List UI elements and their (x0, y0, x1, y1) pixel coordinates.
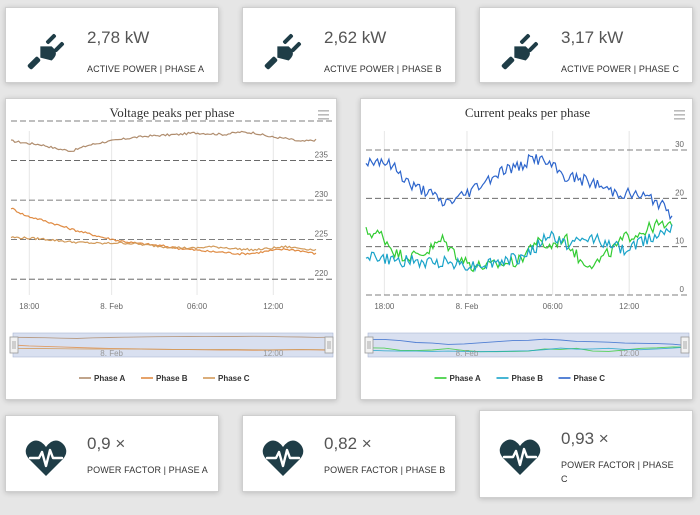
heart-pulse-icon (499, 439, 541, 475)
power-factor-value: 0,93 × (561, 429, 609, 448)
power-factor-card-phase-b: 0,82 × POWER FACTOR | PHASE B (242, 415, 456, 492)
y-tick-label: 0 (680, 285, 685, 294)
navigator-series-line (367, 346, 690, 353)
legend-label: Phase C (574, 374, 606, 383)
y-tick-label: 230 (315, 190, 329, 199)
x-tick-label: 06:00 (187, 302, 208, 311)
legend-item-phase-b[interactable]: Phase B (141, 374, 188, 383)
range-navigator[interactable]: 8. Feb 12:00 (364, 332, 690, 358)
y-tick-label: 20 (675, 188, 684, 197)
series-line-phase-c (365, 153, 673, 221)
y-tick-label: 220 (315, 269, 329, 278)
x-tick-label: 12:00 (619, 302, 640, 311)
voltage-chart: Voltage peaks per phase 220 225 230 235 18:00… (9, 105, 334, 383)
chart-title: Voltage peaks per phase (109, 105, 234, 120)
kpi-label: ACTIVE POWER | PHASE A (87, 64, 205, 74)
x-tick-label: 8. Feb (456, 302, 479, 311)
plug-icon (264, 33, 302, 70)
x-tick-label: 12:00 (263, 302, 284, 311)
series-line-phase-a (10, 130, 317, 153)
power-factor-card-phase-a: 0,9 × POWER FACTOR | PHASE A (5, 415, 219, 492)
chart-title: Current peaks per phase (465, 105, 590, 120)
navigator-series-line (12, 347, 334, 351)
current-chart: Current peaks per phase 0 10 20 30 18:00 8. Fe… (364, 105, 690, 383)
menu-bar-2 (318, 118, 329, 120)
x-tick-label: 8. Feb (100, 302, 123, 311)
navigator-label: 12:00 (619, 349, 640, 358)
power-factor-value: 0,82 × (324, 434, 372, 453)
chart-menu-icon[interactable] (674, 110, 685, 120)
power-factor-label: POWER FACTOR | PHASE B (324, 465, 446, 475)
legend-item-phase-a[interactable]: Phase A (434, 374, 481, 383)
handle-body (324, 336, 334, 354)
current-chart-card: Current peaks per phase 0 10 20 30 18:00 8. Fe… (360, 98, 693, 400)
navigator-left-handle[interactable] (9, 336, 19, 354)
navigator-series-line (12, 335, 334, 339)
power-factor-card-phase-c: 0,93 × POWER FACTOR | PHASE C (479, 410, 693, 498)
series-line-phase-a (365, 218, 673, 273)
power-factor-label: POWER FACTOR | PHASE C (561, 460, 674, 484)
handle-body (680, 336, 690, 354)
y-tick-label: 225 (315, 230, 329, 239)
menu-bar-0 (674, 110, 685, 112)
legend-label: Phase A (94, 374, 125, 383)
navigator-right-handle[interactable] (680, 336, 690, 354)
plug-icon (501, 33, 539, 70)
x-tick-label: 06:00 (543, 302, 564, 311)
chart-menu-icon[interactable] (318, 110, 329, 120)
series-line-phase-c (10, 236, 317, 252)
navigator-left-handle[interactable] (364, 336, 374, 354)
menu-bar-2 (674, 118, 685, 120)
y-tick-label: 235 (315, 151, 329, 160)
x-tick-label: 18:00 (374, 302, 395, 311)
heart-pulse-icon (262, 440, 304, 476)
handle-body (9, 336, 19, 354)
heart-pulse-icon (25, 440, 67, 476)
kpi-value: 3,17 kW (561, 28, 624, 47)
kpi-card-phase-a: 2,78 kW ACTIVE POWER | PHASE A (5, 7, 219, 83)
legend-item-phase-b[interactable]: Phase B (496, 374, 544, 383)
kpi-label: ACTIVE POWER | PHASE C (561, 64, 680, 74)
legend-item-phase-a[interactable]: Phase A (79, 374, 125, 383)
series-line-phase-b (365, 224, 673, 273)
navigator-right-handle[interactable] (324, 336, 334, 354)
series-line-phase-b (10, 207, 317, 256)
legend-label: Phase A (450, 374, 481, 383)
power-factor-label: POWER FACTOR | PHASE A (87, 465, 208, 475)
menu-bar-1 (674, 114, 685, 116)
kpi-value: 2,78 kW (87, 28, 150, 47)
kpi-value: 2,62 kW (324, 28, 387, 47)
range-navigator[interactable]: 8. Feb 12:00 (9, 332, 334, 358)
legend-item-phase-c[interactable]: Phase C (558, 374, 606, 383)
navigator-series-line (367, 338, 690, 347)
y-tick-label: 10 (675, 237, 684, 246)
kpi-card-phase-b: 2,62 kW ACTIVE POWER | PHASE B (242, 7, 456, 83)
legend-label: Phase B (156, 374, 188, 383)
plug-icon (27, 33, 65, 70)
x-tick-label: 18:00 (19, 302, 40, 311)
menu-bar-1 (318, 114, 329, 116)
y-tick-label: 30 (675, 140, 684, 149)
legend-item-phase-c[interactable]: Phase C (203, 374, 250, 383)
handle-body (364, 336, 374, 354)
power-factor-value: 0,9 × (87, 434, 126, 453)
kpi-label: ACTIVE POWER | PHASE B (324, 64, 442, 74)
menu-bar-0 (318, 110, 329, 112)
navigator-label: 8. Feb (456, 349, 479, 358)
kpi-card-phase-c: 3,17 kW ACTIVE POWER | PHASE C (479, 7, 693, 83)
navigator-label: 12:00 (263, 349, 284, 358)
navigator-label: 8. Feb (100, 349, 123, 358)
navigator-mask (367, 332, 690, 358)
legend-label: Phase B (512, 374, 544, 383)
voltage-chart-card: Voltage peaks per phase 220 225 230 235 18:00… (5, 98, 337, 400)
legend-label: Phase C (218, 374, 250, 383)
